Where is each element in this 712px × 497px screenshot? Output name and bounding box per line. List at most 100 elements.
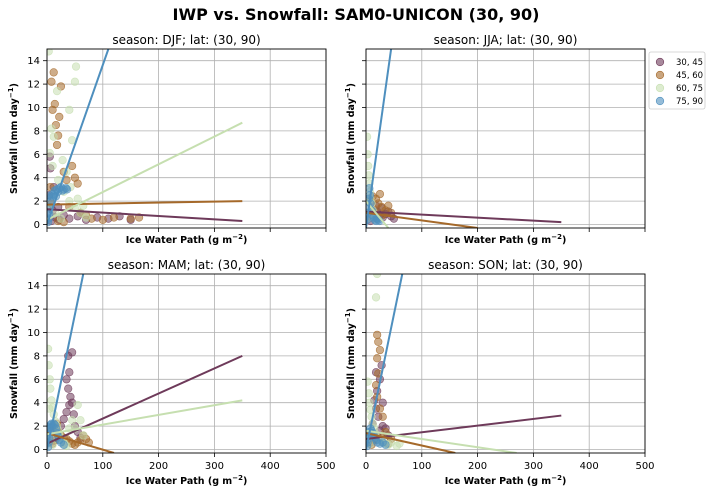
y-tick-label: 2 [34,197,40,208]
x-tick-label: 0 [44,461,50,472]
scatter-point [366,398,374,407]
fit-line-1 [47,354,243,445]
y-tick-label: 14 [27,281,40,292]
scatter-point [384,201,393,210]
legend-marker [655,83,665,93]
y-tick-label: 8 [34,126,40,137]
fit-line-4 [366,49,393,228]
fit-line-2 [366,211,478,228]
scatter-point [98,215,107,224]
scatter-point [126,214,135,223]
scatter-point [47,192,53,201]
scatter-point [366,161,373,171]
scatter-point [375,404,385,413]
axes-frame [46,48,327,229]
scatter-point [47,124,56,133]
scatter-point [378,412,387,421]
scatter-point [68,416,77,425]
scatter-point [71,62,81,71]
y-axis-label: Snowfall (mm day−1) [344,308,357,419]
scatter-point [374,337,383,346]
x-tick-label: 200 [149,461,168,472]
y-tick-label: 0 [34,220,40,231]
legend-marker [655,96,665,106]
scatter-point [366,389,373,398]
scatter-point [47,375,54,384]
plot-area [366,274,562,453]
legend-box [648,51,706,110]
figure-title: IWP vs. Snowfall: SAM0-UNICON (30, 90) [173,5,540,24]
x-tick-label: 100 [412,461,431,472]
scatter-point [64,384,73,393]
scatter-point [373,330,382,339]
y-tick-label: 4 [34,173,40,184]
x-tick-label: 300 [524,461,543,472]
series-3 [47,49,91,223]
y-tick-label: 8 [34,351,40,362]
panel-1: 0 2 4 6 8 10 12 14 season: DJF; lat: (30, 90) Ice… [7,33,327,246]
y-tick-label: 6 [34,150,40,161]
scatter-point [81,213,91,222]
y-tick-label: 6 [34,375,40,386]
panel-title: season: SON; lat: (30, 90) [428,258,583,272]
scatter-point [62,375,71,384]
scatter-point [48,161,57,171]
scatter-point [49,132,58,141]
y-tick-label: 12 [27,305,40,316]
y-tick-label: 12 [27,80,40,91]
panel-4: 0 100 200 300 400 500 season: SON; lat: (30, 9… [344,258,655,487]
scatter-point [366,132,372,141]
scatter-point [47,396,56,405]
scatter-point [47,77,56,86]
legend-label: 45, 60 [676,71,703,81]
scatter-point [56,214,66,223]
fit-line-1 [366,210,562,224]
fit-line-2 [47,432,115,453]
plot-area [366,49,562,228]
scatter-point [79,431,88,440]
legend-marker [655,57,665,67]
scatter-point [373,354,382,363]
y-tick-label: 0 [34,445,40,456]
scatter-point [73,400,82,410]
x-axis-label: Ice Water Path (g m−2) [126,474,248,487]
x-axis-label: Ice Water Path (g m−2) [445,474,567,487]
y-axis-label: Snowfall (mm day−1) [7,83,20,194]
scatter-point [62,185,72,194]
scatter-point [59,414,68,424]
scatter-point [68,161,77,171]
scatter-point [366,377,372,386]
scatter-point [52,140,62,150]
scatter-point [55,112,64,121]
fit-line-3 [47,399,243,436]
scatter-point [50,99,59,109]
x-tick-label: 500 [316,461,335,472]
legend-marker [655,70,665,80]
x-tick-label: 0 [363,461,369,472]
x-tick-label: 400 [580,461,599,472]
scatter-point [371,293,381,302]
scatter-point [381,440,390,449]
scatter-point [47,149,54,158]
scatter-point [76,416,85,425]
fit-line-3 [366,429,517,453]
scatter-point [375,189,385,199]
scatter-point [58,156,67,165]
fit-line-4 [366,274,404,450]
x-tick-label: 100 [93,461,112,472]
fit-line-3 [47,121,243,221]
scatter-point [52,87,62,96]
panels-group: 0 2 4 6 8 10 12 14 season: DJF; lat: (30, 90) Ice… [7,33,655,487]
x-tick-label: 300 [205,461,224,472]
axes-frame [46,273,327,454]
series-3 [47,344,88,451]
y-axis-label: Snowfall (mm day−1) [344,83,357,194]
axes-frame [365,273,646,454]
y-tick-label: 2 [34,422,40,433]
scatter-point [59,440,68,449]
y-tick-label: 4 [34,398,40,409]
panel-title: season: MAM; lat: (30, 90) [108,258,266,272]
x-axis-label: Ice Water Path (g m−2) [445,233,567,246]
panel-title: season: JJA; lat: (30, 90) [434,33,578,47]
scatter-point [70,77,79,86]
